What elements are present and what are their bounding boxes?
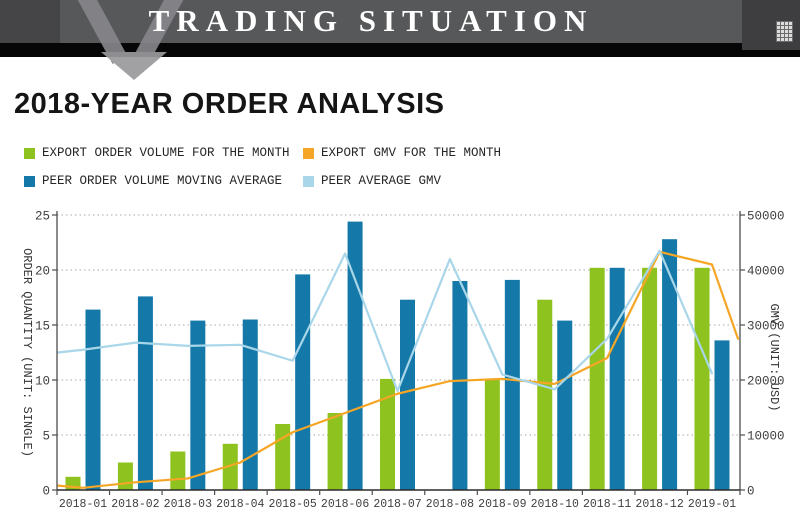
x-category-label: 2018-01	[59, 498, 107, 511]
bar-peer-order-volume-2018-09	[504, 279, 520, 490]
legend-item-export-order-volume[interactable]: EXPORT ORDER VOLUME FOR THE MONTH	[24, 146, 290, 160]
bar-peer-order-volume-2018-06	[347, 221, 363, 490]
bar-peer-order-volume-2018-11	[609, 267, 625, 490]
x-category-label: 2018-09	[478, 498, 526, 511]
x-category-label: 2018-05	[269, 498, 317, 511]
grid-dots-icon[interactable]	[776, 21, 793, 42]
bar-peer-order-volume-2018-10	[557, 320, 573, 490]
right-tick-label: 30000	[747, 320, 785, 334]
line-export-gmv	[56, 250, 740, 489]
right-tick-label: 40000	[747, 265, 785, 279]
legend-label: PEER AVERAGE GMV	[321, 174, 442, 188]
legend-swatch-green	[24, 147, 35, 159]
bar-peer-order-volume-2018-12	[662, 239, 678, 490]
bar-export-order-volume-2018-06	[327, 413, 343, 490]
left-tick-label: 15	[35, 320, 50, 334]
x-category-label: 2018-10	[531, 498, 579, 511]
left-tick-label: 10	[35, 375, 50, 389]
bar-export-order-volume-2018-07	[380, 378, 395, 490]
x-category-label: 2018-03	[164, 498, 212, 511]
bar-export-order-volume-2019-01	[694, 267, 710, 490]
bar-export-order-volume-2018-11	[589, 267, 605, 490]
bar-peer-order-volume-2018-02	[137, 296, 153, 490]
bar-peer-order-volume-2018-03	[190, 320, 206, 490]
bar-peer-order-volume-2019-01	[714, 340, 730, 490]
x-category-label: 2018-02	[111, 498, 159, 511]
legend-swatch-lightblue	[303, 175, 314, 187]
bar-export-order-volume-2018-10	[537, 299, 553, 490]
line-peer-average-gmv	[56, 249, 714, 393]
legend-label: EXPORT ORDER VOLUME FOR THE MONTH	[42, 146, 290, 160]
header-black-strip	[0, 43, 800, 57]
x-category-label: 2019-01	[688, 498, 736, 511]
header-title: TRADING SITUATION	[148, 3, 594, 38]
x-category-label: 2018-08	[426, 498, 474, 511]
diamond-decoration	[77, 0, 184, 80]
x-category-label: 2018-11	[583, 498, 631, 511]
x-category-label: 2018-12	[635, 498, 683, 511]
legend-swatch-blue	[24, 175, 35, 187]
legend-item-peer-order-volume[interactable]: PEER ORDER VOLUME MOVING AVERAGE	[24, 174, 282, 188]
x-category-label: 2018-06	[321, 498, 369, 511]
legend-label: PEER ORDER VOLUME MOVING AVERAGE	[42, 174, 283, 188]
header-decoration	[0, 0, 800, 80]
bar-peer-order-volume-2018-08	[452, 281, 468, 490]
right-tick-label: 20000	[747, 375, 785, 389]
bar-export-order-volume-2018-12	[642, 267, 658, 490]
axis-title-left: ORDER QUANTITY (UNIT: SINGLE)	[20, 248, 34, 457]
axis-title-right: GMV (UNIT: USD)	[767, 303, 781, 411]
left-tick-label: 20	[35, 265, 50, 279]
right-tick-label: 0	[747, 485, 755, 499]
legend-item-export-gmv[interactable]: EXPORT GMV FOR THE MONTH	[303, 146, 501, 160]
bar-export-order-volume-2018-09	[484, 378, 500, 490]
right-tick-label: 50000	[747, 210, 785, 224]
order-analysis-chart: 0 5 10 15 20 25 0 10000 20000 30000 40000 50000 2018…	[20, 210, 785, 512]
header-bar	[0, 0, 800, 43]
bar-peer-order-volume-2018-05	[295, 274, 311, 490]
right-tick-label: 10000	[747, 430, 785, 444]
left-tick-label: 25	[35, 210, 50, 224]
bar-export-order-volume-2018-04	[222, 443, 238, 490]
left-tick-label: 0	[42, 485, 50, 499]
x-category-label: 2018-04	[216, 498, 264, 511]
left-tick-label: 5	[42, 430, 50, 444]
x-category-label: 2018-07	[373, 498, 421, 511]
legend-item-peer-average-gmv[interactable]: PEER AVERAGE GMV	[303, 174, 441, 188]
header-left-corner	[0, 0, 60, 43]
legend-label: EXPORT GMV FOR THE MONTH	[321, 146, 502, 160]
bar-export-order-volume-2018-02	[117, 462, 133, 490]
bar-peer-order-volume-2018-01	[85, 309, 101, 490]
bar-export-order-volume-2018-03	[170, 451, 186, 490]
bar-peer-order-volume-2018-04	[242, 319, 258, 490]
legend-swatch-orange	[303, 147, 314, 159]
page-title: 2018-YEAR ORDER ANALYSIS	[14, 88, 445, 120]
bar-peer-order-volume-2018-07	[400, 299, 415, 490]
